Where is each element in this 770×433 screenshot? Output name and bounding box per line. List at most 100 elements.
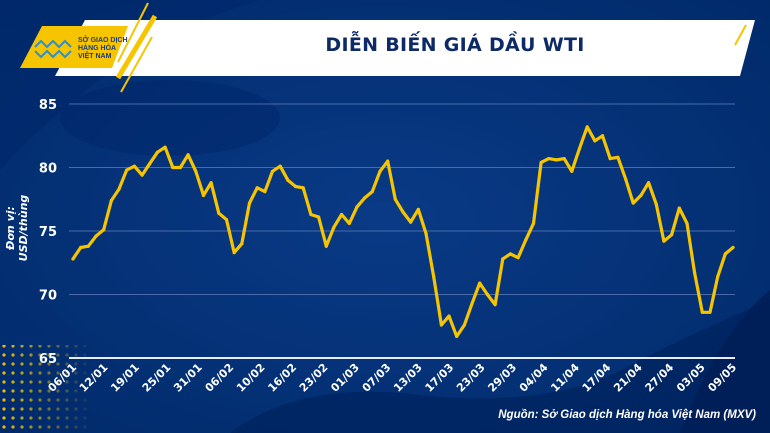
- data-point: [224, 217, 229, 222]
- data-point: [432, 275, 436, 279]
- data-point: [324, 244, 328, 248]
- data-point: [700, 310, 704, 314]
- dot-pattern: [0, 345, 95, 433]
- data-point: [646, 181, 651, 185]
- x-tick-label: 17/04: [580, 361, 614, 395]
- data-point: [347, 221, 351, 225]
- data-point: [455, 334, 459, 339]
- data-point: [685, 221, 689, 225]
- logo-text: SỞ GIAO DỊCH HÀNG HÓA VIỆT NAM: [78, 37, 128, 61]
- data-point: [670, 233, 674, 237]
- source-note: Nguồn: Sở Giao dịch Hàng hóa Việt Nam (M…: [498, 409, 756, 421]
- data-point: [255, 186, 259, 190]
- x-tick-label: 09/05: [705, 361, 739, 395]
- data-point: [355, 205, 359, 209]
- y-tick-label: 70: [39, 289, 57, 304]
- data-point: [662, 239, 666, 243]
- data-point: [416, 207, 420, 212]
- data-point: [270, 169, 275, 173]
- data-point: [723, 252, 727, 256]
- data-point: [263, 190, 267, 194]
- data-point: [140, 173, 144, 177]
- data-point: [485, 292, 490, 297]
- data-point: [524, 238, 528, 242]
- data-point: [316, 215, 321, 219]
- x-tick-label: 29/03: [485, 361, 519, 395]
- data-point: [201, 193, 206, 198]
- data-point: [94, 234, 98, 238]
- x-tick-label: 10/02: [234, 361, 268, 395]
- data-point: [370, 190, 374, 194]
- data-point: [731, 245, 735, 250]
- x-tick-label: 01/03: [328, 361, 362, 395]
- x-tick-label: 16/02: [265, 361, 299, 395]
- data-point: [623, 177, 628, 181]
- y-tick-label: 75: [39, 225, 57, 240]
- data-point: [409, 220, 413, 224]
- x-tick-label: 31/01: [171, 361, 205, 395]
- logo-line-2: HÀNG HÓA: [78, 45, 117, 52]
- data-point: [508, 252, 513, 256]
- x-tick-label: 23/03: [454, 361, 488, 395]
- x-tick-label: 21/04: [611, 361, 645, 395]
- data-point: [117, 187, 121, 191]
- x-tick-label: 19/01: [108, 361, 142, 395]
- data-point: [639, 193, 643, 198]
- data-point: [716, 275, 720, 279]
- data-point: [693, 271, 697, 275]
- data-point: [340, 212, 344, 217]
- data-point: [708, 310, 712, 314]
- x-tick-label: 23/02: [297, 361, 331, 395]
- x-tick-label: 03/05: [674, 361, 708, 395]
- x-tick-label: 11/04: [548, 361, 582, 395]
- data-point: [593, 139, 597, 143]
- data-point: [516, 256, 520, 260]
- x-tick-label: 27/04: [643, 361, 677, 395]
- data-point: [562, 157, 566, 161]
- data-point: [600, 134, 605, 138]
- wti-price-line: [71, 125, 735, 338]
- data-point: [654, 202, 658, 206]
- data-point: [386, 159, 390, 163]
- data-point: [424, 231, 428, 236]
- data-point: [585, 125, 589, 129]
- logo-line-3: VIỆT NAM: [78, 53, 112, 60]
- data-point: [401, 210, 405, 214]
- data-point: [217, 211, 221, 215]
- logo-icon: [34, 39, 72, 59]
- y-tick-label: 85: [39, 98, 57, 113]
- data-point: [125, 168, 129, 172]
- page-title: DIỄN BIẾN GIÁ DẦU WTI: [325, 34, 585, 56]
- data-point: [278, 164, 282, 168]
- data-point: [447, 314, 451, 318]
- data-point: [309, 212, 313, 217]
- data-point: [109, 198, 113, 203]
- data-point: [293, 184, 298, 189]
- x-tick-label: 07/03: [360, 361, 394, 395]
- data-point: [240, 242, 244, 246]
- x-tick-label: 04/04: [517, 361, 551, 395]
- data-point: [393, 197, 397, 201]
- decor-blob: [60, 80, 280, 156]
- data-point: [148, 162, 152, 166]
- data-point: [194, 169, 198, 173]
- x-tick-label: 17/03: [423, 361, 457, 395]
- data-point: [186, 153, 190, 157]
- y-axis-label: Đơn vị: USD/thùng: [4, 194, 30, 262]
- y-tick-label: 80: [39, 162, 57, 177]
- x-tick-label: 25/01: [140, 361, 174, 395]
- data-point: [493, 303, 497, 307]
- data-point: [501, 257, 505, 261]
- header-band: [55, 20, 755, 76]
- data-point: [102, 228, 106, 232]
- data-point: [570, 169, 574, 173]
- data-point: [163, 145, 167, 149]
- x-tick-label: 12/01: [77, 361, 111, 395]
- data-point: [79, 245, 83, 250]
- logo-badge: [20, 26, 128, 68]
- data-point: [608, 157, 612, 161]
- x-tick-label: 06/02: [203, 361, 237, 395]
- data-point: [631, 201, 635, 205]
